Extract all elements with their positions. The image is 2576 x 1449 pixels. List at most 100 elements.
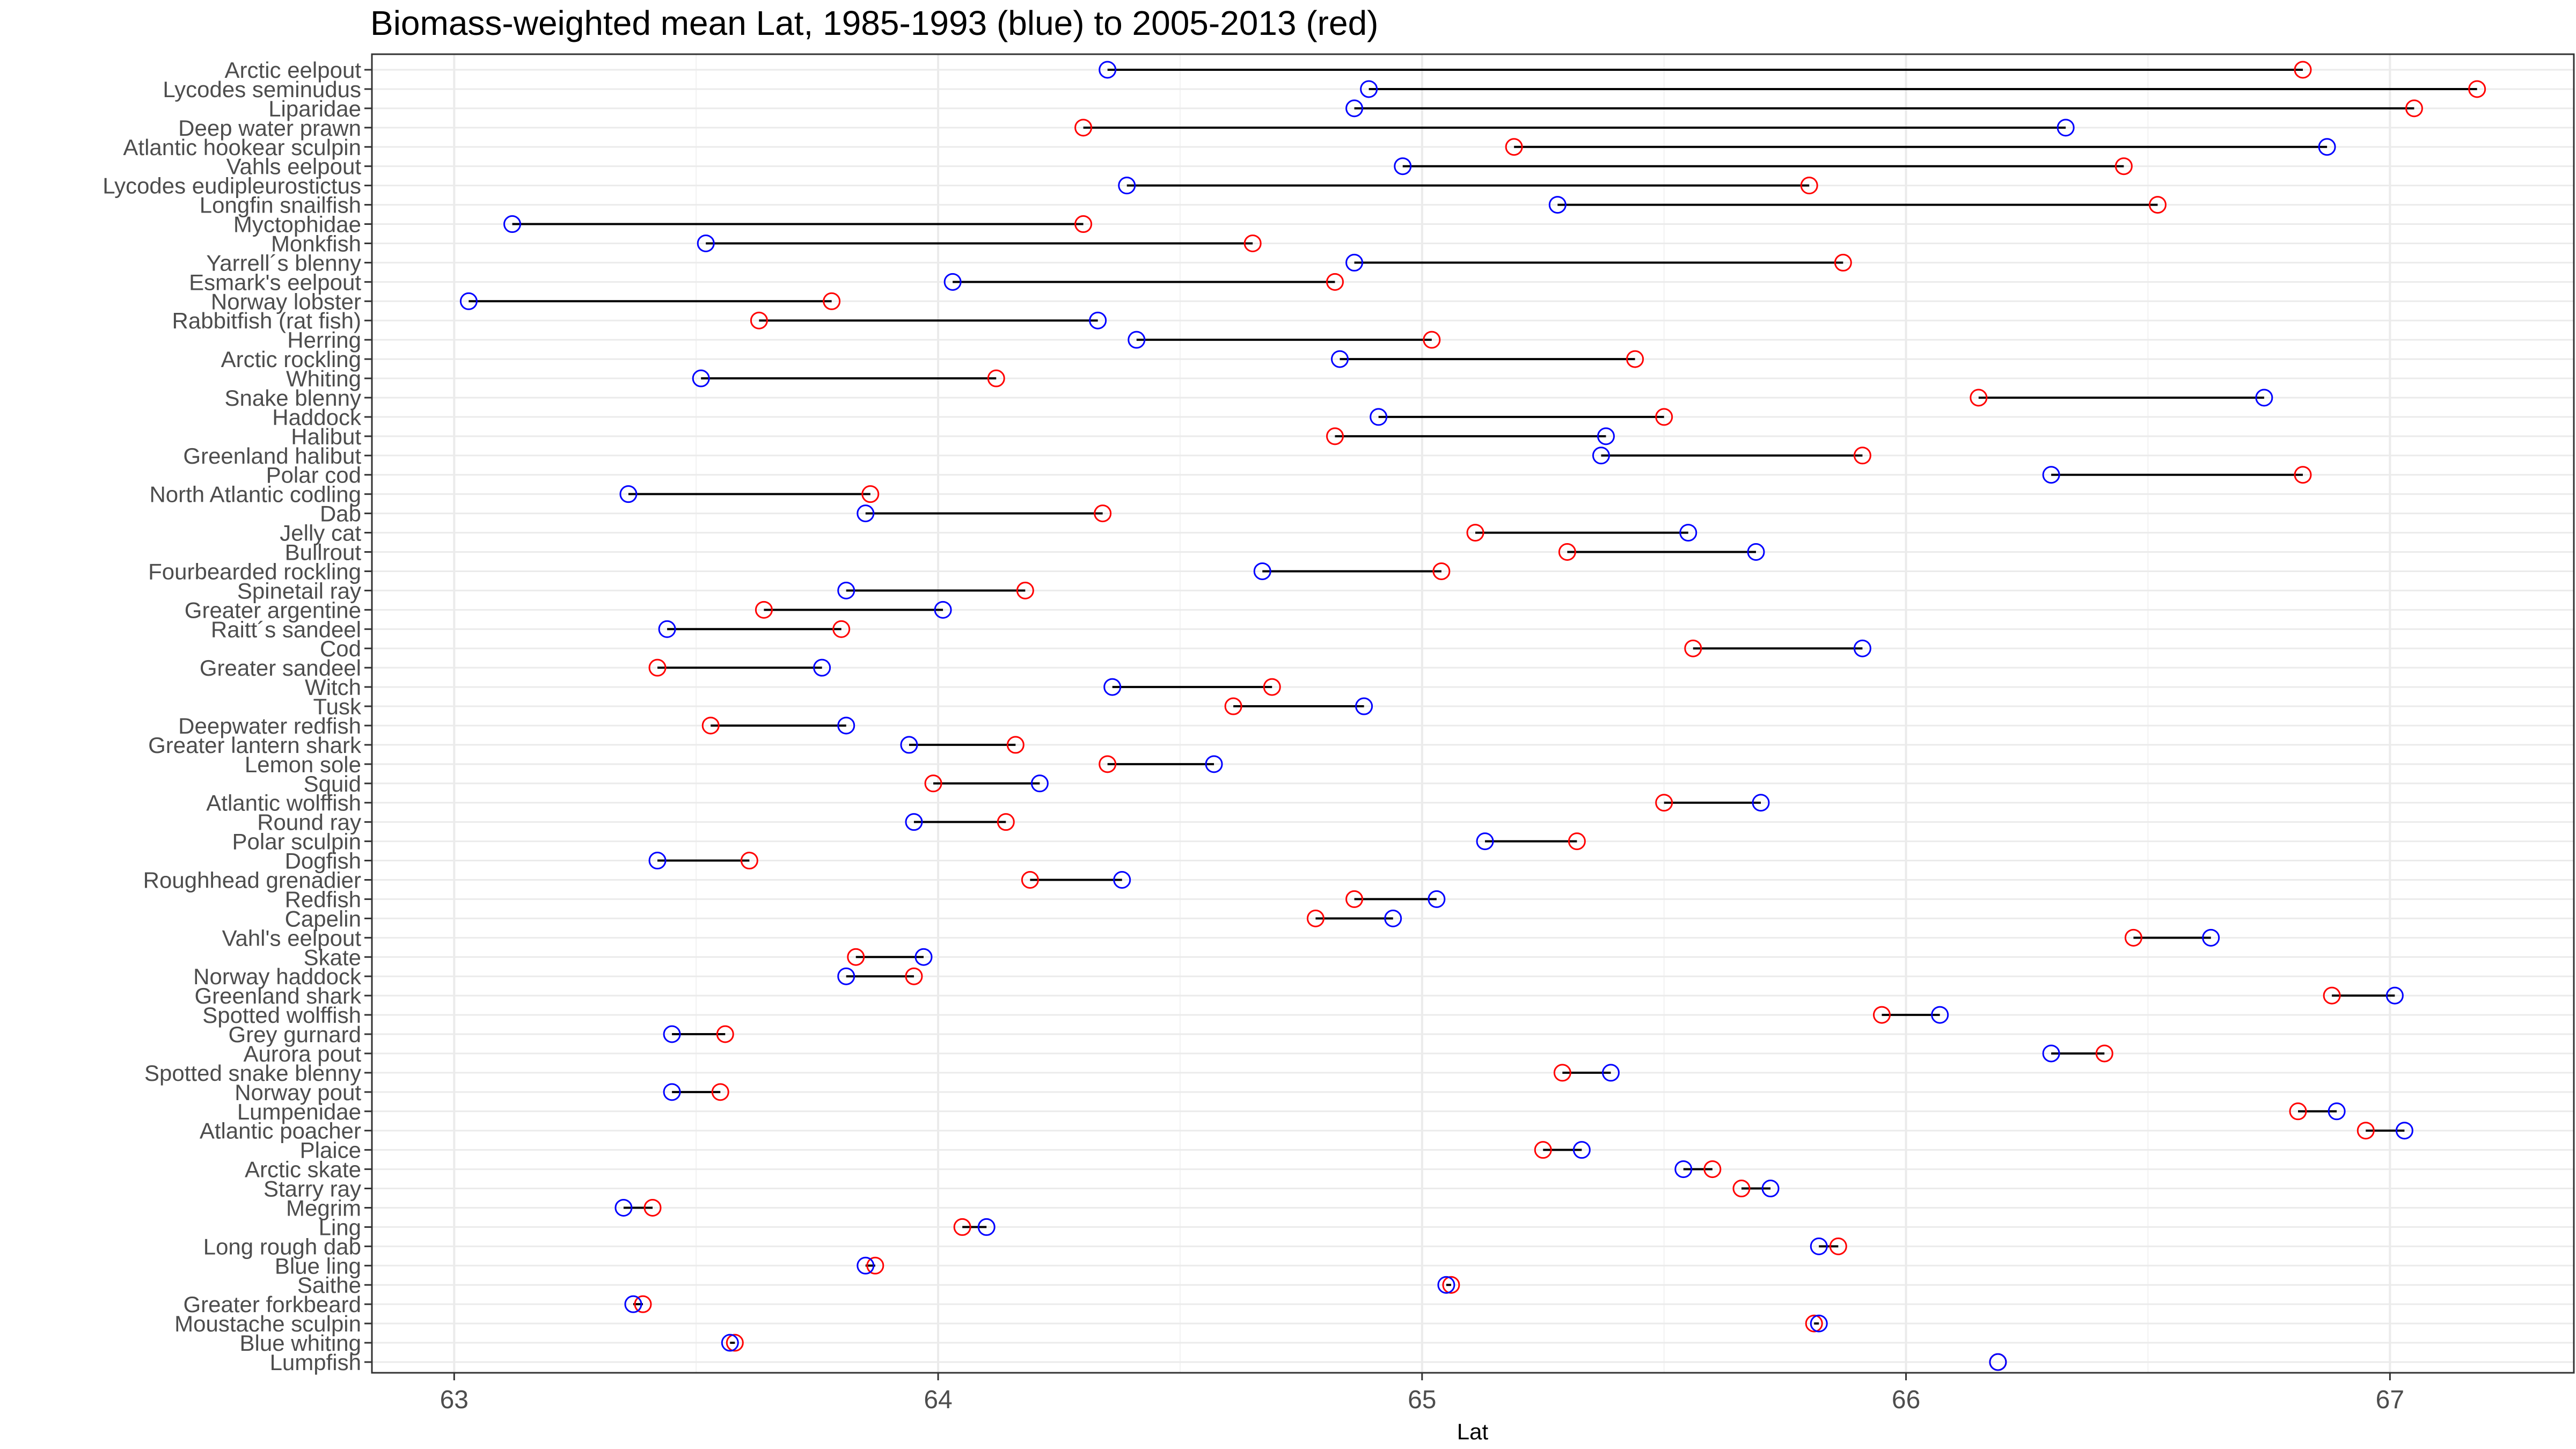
point-1985-1993 [2318,138,2336,156]
x-axis: 63 64 65 66 67 [440,1373,2404,1414]
y-tick-label: Jelly cat [280,521,361,546]
point-1985-1993 [1747,543,1765,561]
y-tick-label: Blue whiting [240,1330,361,1356]
point-2005-2013 [1558,543,1576,561]
point-1985-1993 [837,716,855,735]
x-tick-label: 67 [2376,1386,2404,1414]
point-2005-2013 [740,852,758,870]
point-2005-2013 [866,1256,884,1275]
dumbbell-segments [469,69,2477,1344]
point-1985-1993 [1931,1006,1949,1024]
point-1985-1993 [721,1334,739,1352]
minor-grid [696,54,2149,1373]
point-2005-2013 [953,1218,971,1236]
y-tick-label: Vahl's eelpout [222,925,362,950]
point-1985-1993 [648,852,667,870]
point-1985-1993 [2328,1102,2346,1121]
point-2005-2013 [2323,986,2341,1005]
point-2005-2013 [905,967,923,985]
point-1985-1993 [1030,774,1049,793]
point-1985-1993 [1592,447,1610,465]
point-2005-2013 [1805,1314,1823,1333]
y-tick-label: Witch [305,675,361,700]
y-tick-label: Deepwater redfish [178,713,361,738]
point-1985-1993 [619,485,638,503]
y-tick-label: Spotted wolffish [202,1002,361,1028]
y-tick-label: Moustache sculpin [174,1311,361,1336]
y-tick-label: Whiting [286,366,361,391]
point-1985-1993 [1360,80,1378,98]
chart-title: Biomass-weighted mean Lat, 1985-1993 (bl… [370,4,1379,42]
point-2005-2013 [1626,350,1644,368]
x-tick-label: 65 [1408,1386,1436,1414]
point-2005-2013 [2095,1044,2113,1063]
y-tick-label: Bullrout [285,540,362,565]
plot-border [371,53,2575,1374]
point-2005-2013 [1094,504,1112,523]
y-tick-label: Greater forkbeard [184,1292,362,1317]
point-2005-2013 [1834,253,1852,272]
point-1985-1993 [1355,697,1373,715]
y-tick-label: Spotted snake blenny [144,1060,361,1086]
point-2005-2013 [1326,427,1344,445]
point-1985-1993 [1253,562,1271,580]
point-2005-2013 [716,1025,734,1043]
point-1985-1993 [2057,119,2075,137]
point-2005-2013 [648,658,667,677]
y-tick-label: Round ray [257,810,361,835]
y-tick-label: Atlantic hookear sculpin [123,135,361,160]
point-1985-1993 [1752,794,1770,812]
point-1985-1993 [1384,909,1402,927]
point-1985-1993 [2395,1122,2413,1140]
point-1985-1993 [905,813,923,831]
y-tick-label: Norway lobster [211,289,361,314]
point-2005-2013 [1224,697,1242,715]
point-2005-2013 [1800,177,1818,195]
y-tick-label: Rabbitfish (rat fish) [172,308,361,333]
y-tick-label: North Atlantic codling [149,482,361,507]
y-tick-label: Lycodes eudipleurostictus [103,173,361,199]
point-2005-2013 [711,1083,729,1101]
point-2005-2013 [1016,581,1034,599]
point-2005-2013 [1326,273,1344,291]
point-2005-2013 [847,948,865,966]
point-2005-2013 [1021,870,1039,889]
point-2005-2013 [2294,61,2312,79]
y-tick-label: Haddock [272,405,362,430]
point-1985-1993 [1476,832,1494,851]
point-1985-1993 [614,1198,633,1217]
point-1985-1993 [813,658,831,677]
point-1985-1993 [663,1083,681,1101]
point-1985-1993 [914,948,933,966]
point-1985-1993 [459,292,478,310]
point-1985-1993 [1428,890,1446,908]
point-2005-2013 [1568,832,1586,851]
y-tick-label: Liparidae [268,96,361,121]
point-1985-1993 [837,967,855,985]
y-tick-label: Longfin snailfish [200,193,361,218]
y-tick-label: Esmark's eelpout [189,269,361,295]
y-tick-label: Squid [304,771,361,796]
point-1985-1993 [1810,1314,1828,1333]
y-tick-label: Norway pout [235,1080,361,1105]
y-tick-label: Roughhead grenadier [143,867,361,892]
y-tick-label: Grey gurnard [229,1022,361,1047]
point-2005-2013 [832,620,851,638]
point-1985-1993 [1572,1141,1591,1159]
point-1985-1993 [837,581,855,599]
point-1985-1993 [663,1025,681,1043]
y-tick-label: Arctic rockling [221,347,361,372]
point-2005-2013 [823,292,841,310]
y-tick-label: Polar sculpin [232,829,361,854]
point-2005-2013 [2405,99,2423,118]
y-tick-label: Redfish [285,887,361,912]
y-tick-label: Lycodes seminudus [163,77,361,102]
point-2005-2013 [2148,196,2167,214]
y-tick-label: Atlantic wolffish [206,791,361,816]
point-2005-2013 [1703,1160,1722,1179]
point-2005-2013 [1243,234,1262,252]
point-2005-2013 [924,774,942,793]
point-2005-2013 [1534,1141,1552,1159]
point-2005-2013 [1263,678,1281,696]
